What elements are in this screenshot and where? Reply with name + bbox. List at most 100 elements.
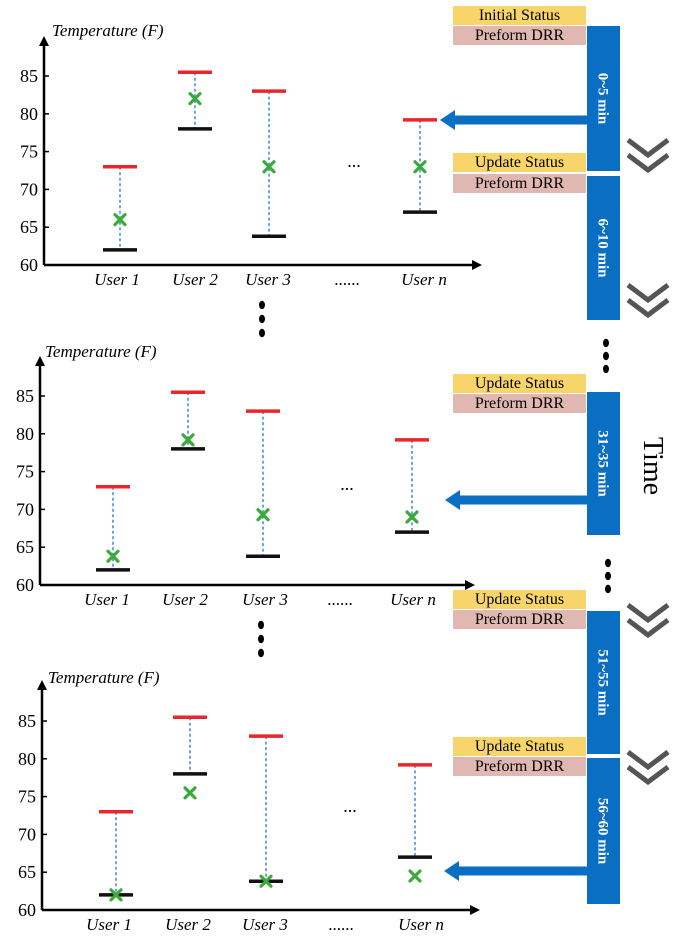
drr-label-3: Preform DRR <box>453 394 586 413</box>
drr-label-4: Preform DRR <box>453 610 586 629</box>
timeline-interval-bar <box>587 392 620 535</box>
status-label-update-3: Update Status <box>453 590 586 609</box>
apply-arrow-head <box>440 110 455 130</box>
y-tick-label: 65 <box>16 537 34 557</box>
timeline-interval-label: 0~5 min <box>595 73 611 125</box>
y-tick-label: 85 <box>16 386 34 406</box>
y-tick-label: 80 <box>16 424 34 444</box>
gap-ellipsis: ... <box>340 474 354 494</box>
drr-label-5: Preform DRR <box>453 757 586 776</box>
x-tick-label: User 1 <box>94 270 140 289</box>
x-tick-label: User n <box>401 270 447 289</box>
vertical-ellipsis-dot <box>258 620 264 630</box>
x-tick-label: User n <box>390 590 436 609</box>
gap-ellipsis: ... <box>343 796 357 816</box>
x-tick-label: User 2 <box>172 270 218 289</box>
timeline-interval-label: 51~55 min <box>595 649 611 716</box>
timeline-interval-label: 6~10 min <box>595 218 611 278</box>
status-label-update-2: Update Status <box>453 374 586 393</box>
timeline-ellipsis-dot <box>605 571 611 581</box>
timeline-interval-bar <box>587 176 620 320</box>
x-tick-label: ...... <box>334 270 360 289</box>
current-temperature-mark <box>405 510 419 524</box>
current-temperature-mark <box>181 433 195 447</box>
vertical-ellipsis-dot <box>259 314 265 324</box>
y-tick-label: 65 <box>18 862 36 882</box>
chevron-down-icon <box>626 603 670 624</box>
current-temperature-mark <box>183 786 197 800</box>
vertical-ellipsis-dot <box>258 648 264 658</box>
vertical-ellipsis-dot <box>258 634 264 644</box>
chevron-down-icon <box>626 153 670 174</box>
chevron-down-icon <box>626 138 670 159</box>
y-axis-label: Temperature (F) <box>48 668 160 687</box>
y-axis-label: Temperature (F) <box>52 21 164 40</box>
vertical-ellipsis-dot <box>259 300 265 310</box>
current-temperature-mark <box>109 888 123 902</box>
time-axis-label: Time <box>637 437 668 495</box>
status-label-update-1: Update Status <box>453 153 586 172</box>
chevron-down-icon <box>626 750 670 771</box>
y-tick-label: 70 <box>16 499 34 519</box>
y-tick-label: 60 <box>20 255 38 275</box>
y-tick-label: 70 <box>20 179 38 199</box>
x-tick-label: User 1 <box>86 915 132 934</box>
timeline-ellipsis-dot <box>605 558 611 568</box>
chevron-down-icon <box>626 618 670 639</box>
drr-label-2: Preform DRR <box>453 174 586 193</box>
timeline-interval-label: 56~60 min <box>595 798 611 865</box>
x-tick-label: User 2 <box>162 590 208 609</box>
x-tick-label: User 3 <box>242 915 288 934</box>
y-tick-label: 60 <box>18 900 36 920</box>
y-axis-arrow <box>37 680 47 690</box>
timeline-ellipsis-dot <box>603 351 609 361</box>
status-label-initial: Initial Status <box>453 6 586 25</box>
x-axis-arrow <box>472 260 482 270</box>
y-axis-arrow <box>39 36 49 46</box>
timeline-interval-bar <box>587 758 620 904</box>
x-tick-label: User 3 <box>242 590 288 609</box>
apply-arrow-shaft <box>456 866 590 876</box>
x-tick-label: User n <box>398 915 444 934</box>
apply-arrow-shaft <box>457 495 590 505</box>
current-temperature-mark <box>262 160 276 174</box>
timeline-interval-bar <box>587 611 620 754</box>
current-temperature-mark <box>106 549 120 563</box>
timeline-interval-bar <box>587 26 620 171</box>
y-tick-label: 85 <box>20 66 38 86</box>
chevron-down-icon <box>626 283 670 304</box>
apply-arrow-head <box>444 861 459 881</box>
x-tick-label: User 1 <box>84 590 130 609</box>
current-temperature-mark <box>413 160 427 174</box>
apply-arrow-shaft <box>452 115 590 125</box>
chevron-down-icon <box>626 298 670 319</box>
y-tick-label: 85 <box>18 711 36 731</box>
y-tick-label: 80 <box>18 749 36 769</box>
x-tick-label: ...... <box>328 915 354 934</box>
timeline-ellipsis-dot <box>603 364 609 374</box>
y-axis-arrow <box>35 356 45 366</box>
current-temperature-mark <box>188 92 202 106</box>
current-temperature-mark <box>113 213 127 227</box>
x-tick-label: User 3 <box>245 270 291 289</box>
timeline-ellipsis-dot <box>605 584 611 594</box>
y-tick-label: 75 <box>16 462 34 482</box>
apply-arrow-head <box>445 490 460 510</box>
y-tick-label: 65 <box>20 217 38 237</box>
timeline-ellipsis-dot <box>603 338 609 348</box>
x-tick-label: User 2 <box>165 915 211 934</box>
timeline-interval-label: 31~35 min <box>595 430 611 497</box>
y-tick-label: 80 <box>20 104 38 124</box>
drr-label-1: Preform DRR <box>453 26 586 45</box>
chart-panel-2: Temperature (F) 85 80 75 70 65 60 User 1 User 2 U… <box>16 342 475 609</box>
x-axis-arrow <box>465 580 475 590</box>
current-temperature-mark <box>259 874 273 888</box>
x-tick-label: ...... <box>327 590 353 609</box>
x-axis-arrow <box>470 905 480 915</box>
y-axis-label: Temperature (F) <box>45 342 157 361</box>
chart-panel-1: Temperature (F) 85 80 75 70 65 60 User 1 User 2 U… <box>20 21 482 289</box>
y-tick-label: 70 <box>18 824 36 844</box>
status-label-update-4: Update Status <box>453 737 586 756</box>
current-temperature-mark <box>256 508 270 522</box>
